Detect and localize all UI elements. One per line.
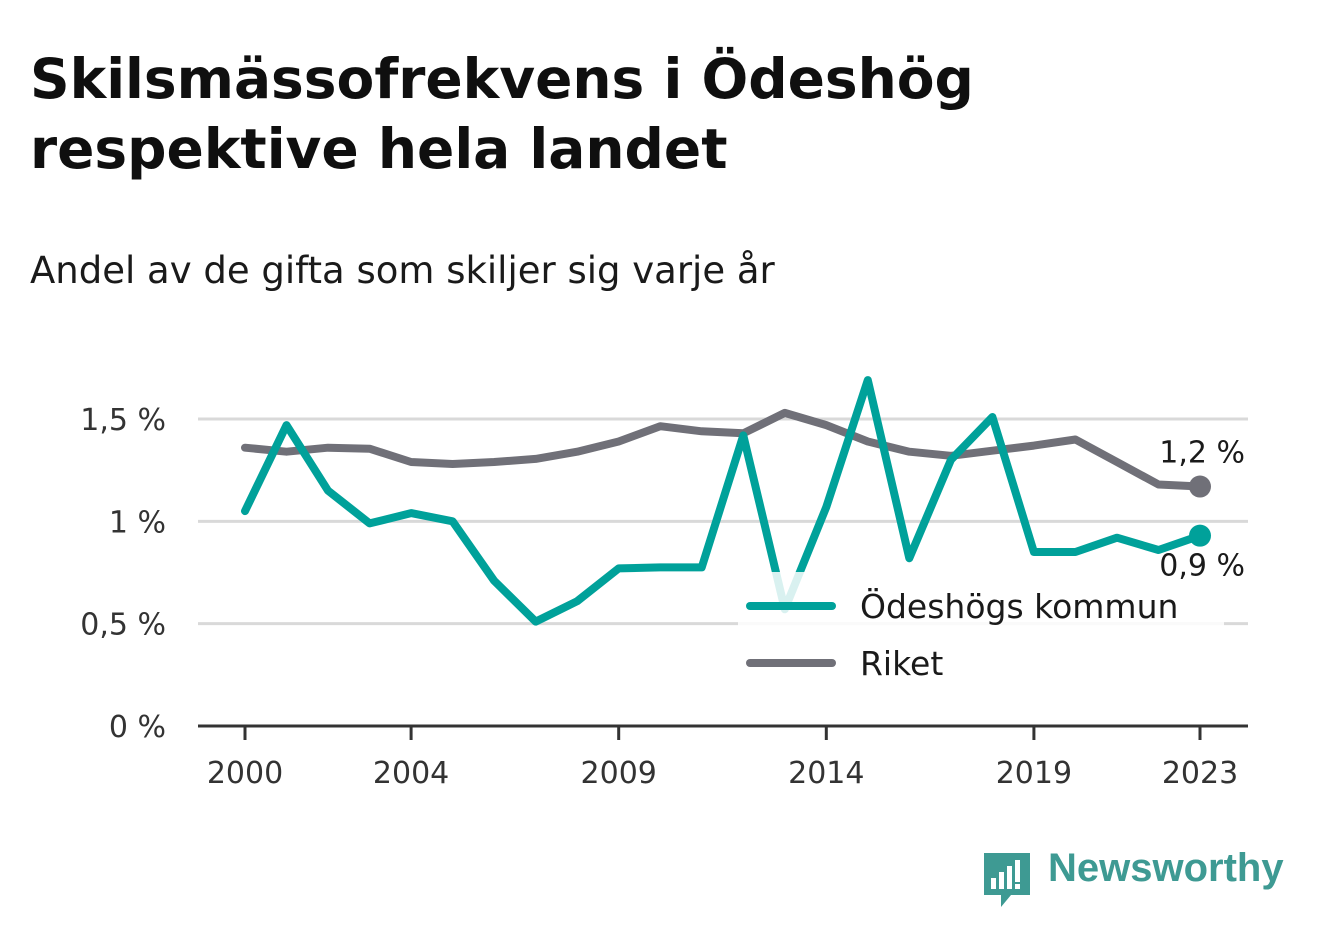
end-marker-odeshog xyxy=(1189,524,1211,547)
y-tick-label: 1 % xyxy=(109,505,166,540)
series-line-riket xyxy=(241,408,1204,491)
end-marker-riket xyxy=(1189,475,1211,498)
x-tick-label: 2000 xyxy=(207,756,283,791)
y-tick-label: 1,5 % xyxy=(80,403,166,438)
x-tick-label: 2023 xyxy=(1162,756,1238,791)
chart-subtitle: Andel av de gifta som skiljer sig varje … xyxy=(30,249,775,292)
y-tick-label: 0,5 % xyxy=(80,608,166,643)
legend-background xyxy=(738,572,1224,698)
newsworthy-logo-icon xyxy=(984,853,1030,907)
series-line-odeshog xyxy=(241,376,1204,626)
end-label-riket: 1,2 % xyxy=(1159,436,1245,471)
legend-label-odeshog: Ödeshögs kommun xyxy=(860,586,1178,626)
x-tick-label: 2014 xyxy=(788,756,864,791)
legend-label-riket: Riket xyxy=(860,644,943,683)
x-tick-label: 2019 xyxy=(996,756,1072,791)
end-markers: 0,9 % 1,2 % xyxy=(1159,436,1245,584)
legend: Ödeshögs kommun Riket xyxy=(738,572,1224,698)
end-label-odeshog: 0,9 % xyxy=(1159,549,1245,584)
brand-name: Newsworthy xyxy=(1048,846,1284,890)
x-tick-label: 2009 xyxy=(581,756,657,791)
x-tick-label: 2004 xyxy=(373,756,449,791)
series-lines xyxy=(241,376,1204,626)
x-axis: 2000 2004 2009 2014 2019 2023 xyxy=(198,724,1248,791)
chart-title: Skilsmässofrekvens i Ödeshög respektive … xyxy=(30,47,974,181)
y-axis-ticks: 0 % 0,5 % 1 % 1,5 % xyxy=(80,403,166,745)
y-tick-label: 0 % xyxy=(109,710,166,745)
